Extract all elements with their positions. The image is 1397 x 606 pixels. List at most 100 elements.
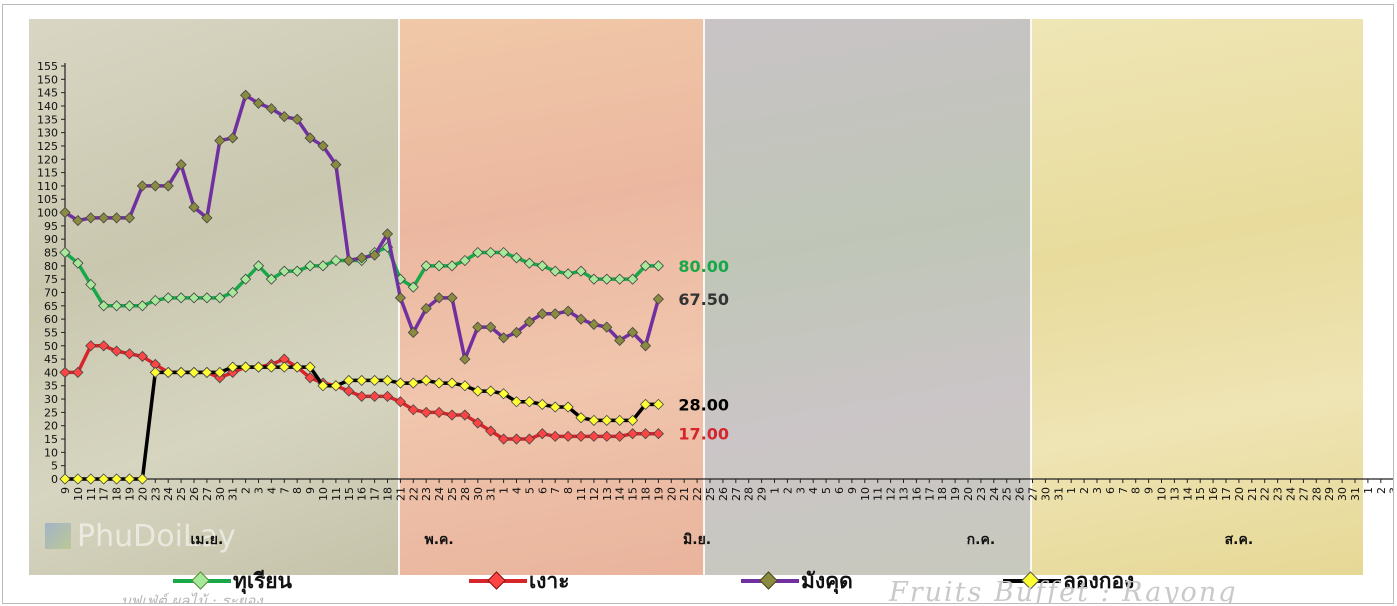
y-tick-label: 85	[44, 247, 58, 260]
x-tick-label: 14	[1181, 487, 1194, 501]
x-tick-label: 24	[1285, 487, 1298, 501]
y-tick-label: 60	[44, 313, 58, 326]
data-point	[175, 159, 187, 171]
x-tick-label: 31	[1349, 487, 1362, 501]
x-tick-label: 5	[523, 487, 536, 494]
data-point	[472, 417, 484, 429]
data-point	[240, 89, 252, 101]
x-tick-label: 12	[885, 487, 898, 501]
data-point	[446, 409, 458, 421]
data-point	[85, 212, 97, 224]
y-tick-label: 90	[44, 233, 58, 246]
data-point	[446, 260, 458, 272]
legend-label: ทุเรียน	[233, 568, 292, 593]
y-tick-label: 5	[51, 460, 58, 473]
y-tick-label: 135	[37, 113, 58, 126]
y-tick-label: 125	[37, 140, 58, 153]
data-point	[214, 366, 226, 378]
x-tick-label: 27	[1297, 487, 1310, 501]
month-label: พ.ค.	[424, 532, 453, 548]
data-point	[485, 425, 497, 437]
data-point	[433, 377, 445, 389]
data-point	[407, 326, 419, 339]
x-tick-label: 3	[1388, 487, 1393, 494]
y-tick-label: 0	[51, 473, 58, 486]
x-tick-label: 25	[175, 487, 188, 501]
x-tick-label: 9	[304, 487, 317, 494]
x-tick-label: 16	[910, 487, 923, 501]
data-point	[523, 433, 535, 445]
y-tick-label: 80	[44, 260, 58, 273]
x-tick-label: 16	[356, 487, 369, 501]
data-point	[304, 372, 316, 384]
x-tick-label: 2	[1375, 487, 1388, 494]
data-point	[72, 366, 84, 378]
x-tick-label: 27	[730, 487, 743, 501]
end-value-label: 17.00	[678, 425, 729, 444]
x-tick-label: 11	[872, 487, 885, 501]
data-point	[278, 361, 290, 373]
data-point	[201, 212, 213, 224]
data-point	[549, 401, 561, 413]
x-tick-label: 6	[1104, 487, 1117, 494]
background-separator	[703, 19, 705, 575]
x-tick-label: 30	[1039, 487, 1052, 501]
watermark-thai: บุฟเฟ่ต์ ผลไม้ : ระยอง	[121, 592, 263, 604]
end-value-label: 80.00	[678, 257, 729, 276]
data-point	[252, 260, 265, 272]
x-tick-label: 23	[420, 487, 433, 501]
x-tick-label: 7	[549, 487, 562, 494]
data-point	[317, 140, 329, 152]
y-tick-label: 35	[44, 380, 58, 393]
x-tick-label: 18	[111, 487, 124, 501]
x-tick-label: 31	[1052, 487, 1065, 501]
data-point	[472, 321, 484, 333]
y-tick-label: 130	[37, 127, 58, 140]
watermark-english: Fruits Buffet : Rayong	[889, 577, 1238, 604]
data-point	[123, 300, 136, 312]
y-tick-label: 10	[44, 446, 58, 459]
data-point	[433, 292, 445, 304]
x-tick-label: 23	[149, 487, 162, 501]
data-point	[485, 246, 497, 259]
x-tick-label: 11	[575, 487, 588, 501]
x-tick-label: 11	[330, 487, 343, 501]
data-point	[317, 260, 329, 272]
data-point	[278, 111, 290, 123]
x-tick-label: 24	[433, 487, 446, 501]
data-point	[175, 366, 187, 378]
x-tick-label: 8	[291, 487, 304, 494]
data-point	[523, 257, 535, 269]
x-tick-label: 18	[382, 487, 395, 501]
x-tick-label: 4	[807, 487, 820, 494]
data-point	[175, 292, 187, 304]
data-point	[240, 361, 252, 373]
data-point	[214, 135, 226, 147]
data-point	[72, 257, 84, 269]
x-tick-label: 28	[1310, 487, 1323, 501]
data-point	[227, 286, 239, 299]
x-tick-label: 27	[201, 487, 214, 501]
data-point	[72, 214, 84, 227]
data-point	[265, 361, 277, 373]
x-tick-label: 3	[794, 487, 807, 494]
data-point	[59, 366, 71, 378]
data-point	[627, 414, 639, 426]
data-point	[498, 433, 510, 445]
data-point	[98, 300, 110, 312]
data-point	[510, 326, 523, 339]
data-point	[588, 318, 600, 331]
data-point	[304, 132, 316, 144]
x-tick-label: 29	[756, 487, 769, 501]
data-point	[304, 361, 316, 373]
data-point	[72, 473, 84, 485]
x-tick-label: 12	[588, 487, 601, 501]
data-point	[562, 305, 574, 317]
x-tick-label: 18	[640, 487, 653, 501]
data-point	[652, 398, 664, 410]
data-point	[459, 380, 471, 392]
month-label: เม.ย.	[190, 532, 223, 548]
background-separator	[1030, 19, 1032, 575]
data-point	[356, 374, 368, 386]
data-point	[330, 254, 342, 267]
